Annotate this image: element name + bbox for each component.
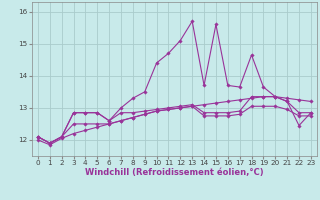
X-axis label: Windchill (Refroidissement éolien,°C): Windchill (Refroidissement éolien,°C) bbox=[85, 168, 264, 177]
